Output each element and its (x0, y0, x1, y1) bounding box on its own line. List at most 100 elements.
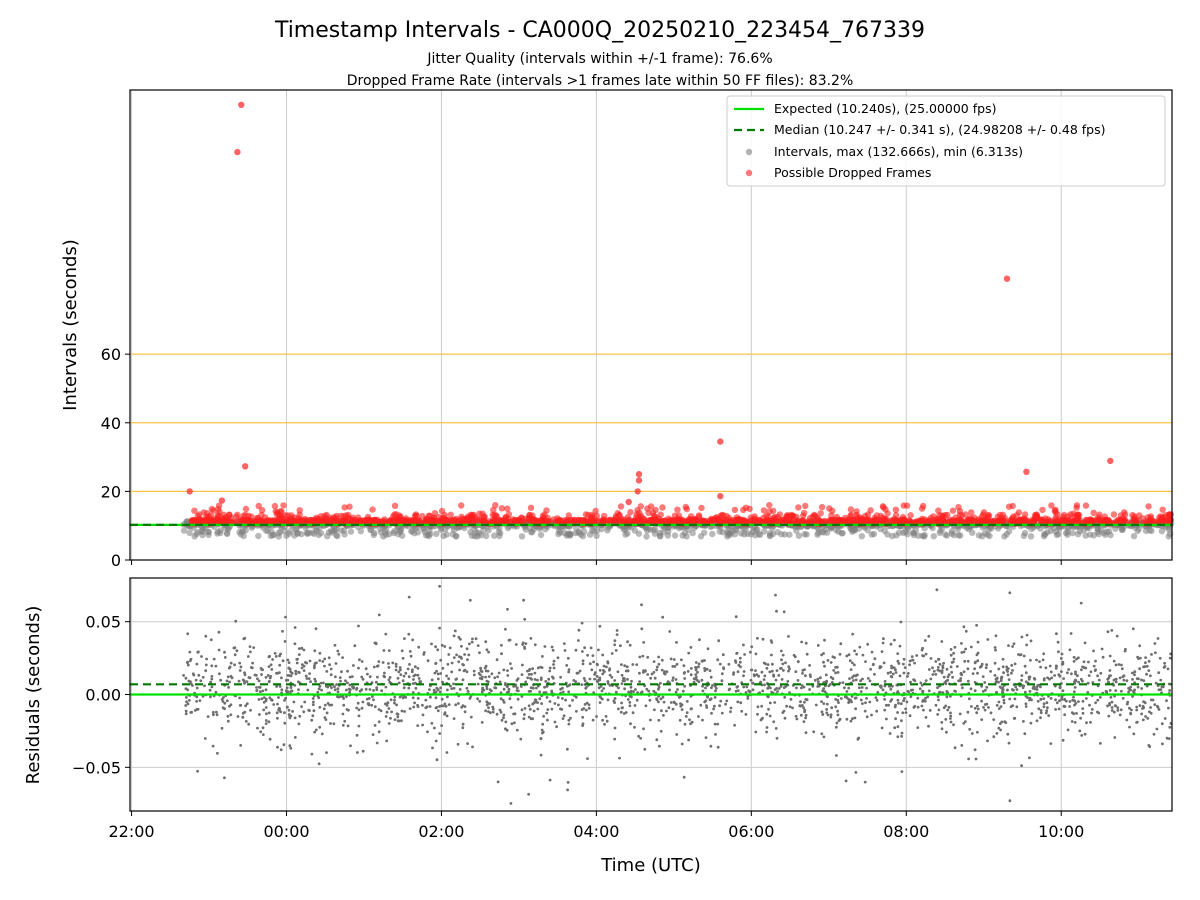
residual-point (293, 626, 297, 629)
residual-point (989, 670, 992, 673)
residual-point (540, 731, 544, 735)
residual-point (880, 650, 884, 653)
residual-point (1155, 727, 1159, 731)
interval-point (1001, 533, 1008, 540)
residual-point (789, 697, 793, 701)
residual-point (416, 724, 420, 727)
dropped-frame-point (1067, 511, 1074, 518)
residual-point (944, 718, 948, 721)
residual-point (458, 668, 461, 672)
residual-point (192, 673, 196, 677)
interval-point (397, 526, 405, 534)
residual-point (543, 685, 546, 689)
residual-point (209, 638, 213, 642)
interval-point (421, 528, 428, 535)
residual-point (644, 704, 648, 708)
residual-point (734, 689, 738, 693)
residual-point (445, 674, 448, 678)
interval-point (838, 530, 845, 537)
residual-point (898, 674, 902, 678)
residual-point (577, 639, 580, 642)
residual-point (356, 751, 359, 754)
residual-point (1022, 654, 1026, 658)
residual-point (559, 687, 562, 691)
residual-point (754, 669, 757, 672)
residual-point (635, 698, 639, 702)
residual-point (1150, 653, 1153, 656)
residual-point (433, 726, 436, 730)
residual-point (523, 707, 527, 710)
residual-point (1109, 695, 1113, 699)
residual-point (1100, 647, 1104, 651)
residual-point (852, 679, 855, 682)
residual-point (548, 666, 552, 670)
residual-point (1157, 688, 1161, 692)
residual-point (638, 655, 642, 659)
residual-point (243, 681, 246, 685)
interval-point (683, 533, 690, 540)
residual-point (953, 746, 957, 750)
residual-point (922, 654, 926, 658)
residual-point (400, 709, 404, 713)
residual-point (1110, 706, 1114, 709)
residual-point (727, 688, 731, 692)
interval-point (651, 525, 659, 533)
residual-point (1066, 671, 1069, 675)
residual-point (1072, 655, 1076, 659)
residual-point (581, 650, 584, 653)
residual-point (649, 718, 652, 722)
residual-point (583, 646, 586, 650)
dropped-frame-point (492, 502, 499, 509)
residual-point (197, 673, 201, 677)
interval-point (370, 531, 377, 539)
residual-point (779, 649, 783, 653)
residual-point (1070, 672, 1073, 676)
residual-point (619, 710, 623, 714)
dropped-frame-point (675, 512, 683, 519)
residual-point (975, 653, 979, 657)
residual-point (588, 677, 592, 681)
residual-point (667, 706, 671, 710)
residual-point (1106, 677, 1110, 681)
residual-point (768, 670, 772, 674)
residual-point (779, 666, 783, 670)
residual-point (792, 653, 796, 657)
residual-point (801, 669, 805, 672)
interval-point (586, 531, 594, 538)
residual-point (288, 667, 292, 671)
legend-median-label: Median (10.247 +/- 0.341 s), (24.98208 +… (774, 122, 1105, 137)
residual-point (375, 741, 379, 745)
residual-point (318, 705, 322, 709)
dropped-frame-outlier (186, 488, 193, 495)
interval-point (957, 532, 964, 539)
residual-point (1159, 678, 1163, 682)
residual-point (847, 653, 851, 657)
residual-point (567, 684, 571, 687)
interval-point (801, 531, 808, 538)
residual-point (748, 690, 752, 693)
interval-point (795, 532, 803, 539)
residual-point (952, 651, 955, 655)
residual-point (695, 678, 699, 682)
residual-point (336, 649, 340, 653)
dropped-frame-point (627, 509, 634, 516)
residual-point (606, 680, 610, 683)
interval-point (833, 526, 840, 534)
residual-point (1122, 678, 1126, 682)
interval-point (594, 527, 601, 534)
residual-point (783, 695, 787, 699)
residual-point (1013, 662, 1017, 666)
residual-point (772, 673, 775, 677)
residual-point (1090, 711, 1093, 715)
residual-point (822, 660, 825, 664)
residual-point (311, 714, 315, 718)
residual-point (297, 680, 300, 684)
residual-point (1149, 706, 1152, 709)
residual-point (371, 695, 374, 698)
residual-point (515, 728, 519, 732)
residual-point (401, 679, 405, 683)
interval-point (1134, 527, 1141, 535)
residual-point (519, 685, 523, 688)
interval-point (724, 528, 731, 536)
residual-point (247, 722, 251, 726)
